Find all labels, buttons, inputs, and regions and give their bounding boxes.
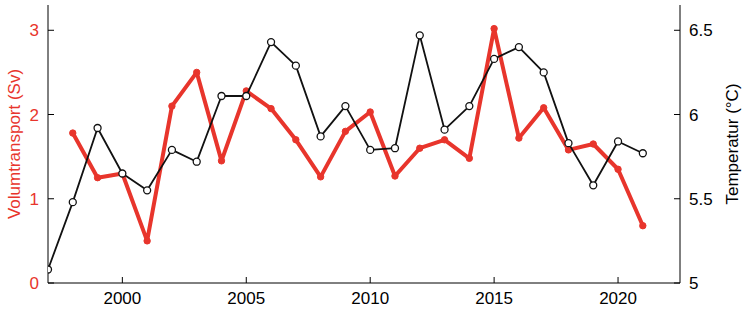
series-marker: [516, 135, 522, 141]
series-marker: [540, 105, 546, 111]
series-marker: [144, 187, 151, 194]
series-marker: [70, 130, 76, 136]
series-marker: [441, 137, 447, 143]
series-marker: [169, 103, 175, 109]
series-marker: [391, 145, 398, 152]
series-marker: [466, 155, 472, 161]
y-tick: [48, 30, 54, 31]
x-tick-label: 2005: [227, 289, 265, 308]
y2-tick-label: 5.5: [689, 190, 713, 209]
y-tick: [48, 283, 54, 284]
series-marker: [367, 109, 373, 115]
series: [48, 32, 646, 273]
y2-tick-label: 6.5: [689, 21, 713, 40]
series-marker: [218, 158, 224, 164]
series-marker: [243, 92, 250, 99]
y2-tick-label: 6: [689, 106, 698, 125]
series-marker: [367, 146, 374, 153]
series-marker: [119, 170, 126, 177]
series-marker: [515, 44, 522, 51]
series-marker: [342, 128, 348, 134]
series-marker: [441, 126, 448, 133]
series-marker: [615, 166, 621, 172]
series-marker: [292, 62, 299, 69]
y-tick-label: 0: [30, 274, 39, 293]
y-tick-label: 3: [30, 21, 39, 40]
y2-tick: [674, 30, 680, 31]
series-marker: [466, 103, 473, 110]
series-marker: [268, 39, 275, 46]
x-tick: [122, 277, 123, 283]
x-tick: [370, 277, 371, 283]
y2-tick: [674, 114, 680, 115]
x-tick-label: 2015: [475, 289, 513, 308]
y-tick: [48, 198, 54, 199]
series-marker: [168, 146, 175, 153]
series-marker: [615, 138, 622, 145]
series: [70, 25, 646, 244]
x-tick: [618, 277, 619, 283]
series-marker: [590, 141, 596, 147]
series-marker: [119, 170, 125, 176]
series-marker: [590, 182, 597, 189]
series-marker: [640, 223, 646, 229]
series-marker: [218, 92, 225, 99]
axes: 2000 2005 2010 2015 2020 0 1 2 3 5 5.5 6 6.5: [30, 5, 713, 308]
x-tick-label: 2020: [599, 289, 637, 308]
y2-tick: [674, 198, 680, 199]
x-axis: [48, 283, 680, 284]
y-tick-label: 2: [30, 106, 39, 125]
y-tick-label: 1: [30, 190, 39, 209]
y-tick: [48, 114, 54, 115]
y2-axis: [680, 5, 681, 283]
y-axis: [48, 5, 49, 283]
series-line: [73, 29, 643, 241]
series-marker: [48, 266, 52, 273]
series-marker: [417, 145, 423, 151]
series-marker: [392, 173, 398, 179]
x-tick-label: 2000: [103, 289, 141, 308]
series-marker: [565, 140, 572, 147]
series-marker: [342, 103, 349, 110]
series-marker: [94, 124, 101, 131]
series-marker: [193, 158, 200, 165]
series-marker: [416, 32, 423, 39]
x-tick: [246, 277, 247, 283]
series-marker: [293, 137, 299, 143]
x-tick: [494, 277, 495, 283]
series-marker: [144, 238, 150, 244]
plot-area: [48, 25, 646, 273]
series-marker: [491, 55, 498, 62]
y2-axis-label: Temperatur (°C): [723, 83, 742, 204]
series-marker: [317, 133, 324, 140]
y-axis-label: Volumtransport (Sv): [5, 69, 24, 219]
chart: 2000 2005 2010 2015 2020 0 1 2 3 5 5.5 6 6.5 Volumtra…: [0, 0, 750, 311]
y2-tick: [674, 283, 680, 284]
series-marker: [69, 199, 76, 206]
series-marker: [639, 150, 646, 157]
series-marker: [268, 105, 274, 111]
series-marker: [94, 174, 100, 180]
series-line: [48, 35, 643, 269]
x-tick-label: 2010: [351, 289, 389, 308]
series-marker: [491, 25, 497, 31]
series-marker: [194, 69, 200, 75]
series-marker: [540, 69, 547, 76]
y2-tick-label: 5: [689, 274, 698, 293]
series-marker: [317, 174, 323, 180]
